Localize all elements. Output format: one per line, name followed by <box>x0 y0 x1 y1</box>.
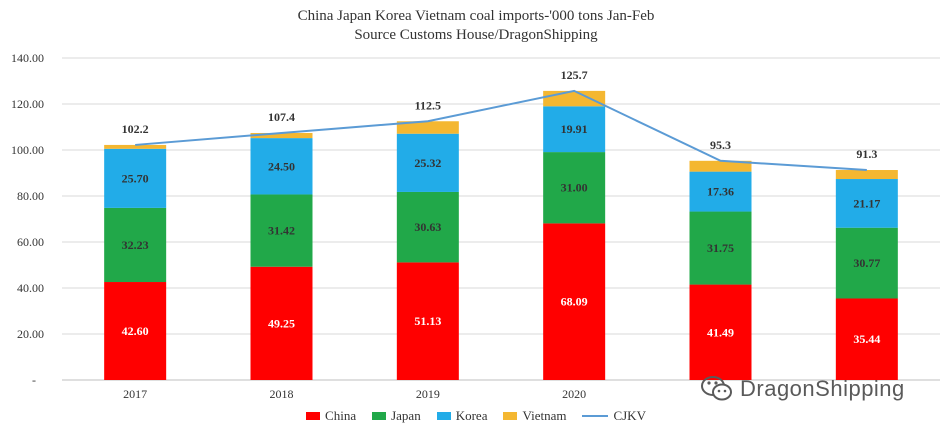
chart-title-line-2: Source Customs House/DragonShipping <box>354 27 598 43</box>
bar-korea <box>689 171 752 212</box>
y-tick-label: 140.00 <box>11 51 44 65</box>
data-label-cjkv: 95.3 <box>710 138 731 152</box>
data-label-cjkv: 107.4 <box>268 110 295 124</box>
data-label-korea: 25.32 <box>414 156 441 170</box>
data-label-japan: 30.77 <box>853 256 880 270</box>
bar-japan <box>543 152 606 224</box>
legend-label: Japan <box>391 408 421 423</box>
legend-label: China <box>325 408 357 423</box>
legend-swatch <box>503 412 518 420</box>
bar-vietnam <box>104 144 167 149</box>
bar-china <box>250 266 313 380</box>
bar-japan <box>835 227 898 299</box>
data-label-korea: 25.70 <box>122 171 149 185</box>
y-tick-label: 20.00 <box>17 327 44 341</box>
bar-vietnam <box>689 160 752 172</box>
bar-china <box>543 223 606 380</box>
legend-item-vietnam: Vietnam <box>503 408 566 424</box>
chart-title-line-1: China Japan Korea Vietnam coal imports-'… <box>297 8 655 24</box>
legend-label: Korea <box>455 408 488 423</box>
bar-korea <box>543 106 606 153</box>
y-tick-label: 120.00 <box>11 97 44 111</box>
legend: China Japan Korea Vietnam CJKV <box>0 408 952 424</box>
x-tick-label: 2018 <box>270 387 294 401</box>
bar-vietnam <box>543 90 606 107</box>
y-tick-label: 80.00 <box>17 189 44 203</box>
legend-item-cjkv: CJKV <box>582 408 646 424</box>
bar-china <box>104 282 167 380</box>
data-label-japan: 31.00 <box>561 181 588 195</box>
bar-japan <box>250 194 313 267</box>
x-tick-label: 2020 <box>562 387 586 401</box>
data-label-japan: 31.42 <box>268 224 295 238</box>
bar-korea <box>250 138 313 195</box>
bar-vietnam <box>835 170 898 180</box>
legend-swatch <box>436 412 451 420</box>
legend-label: CJKV <box>613 408 646 423</box>
data-label-korea: 17.36 <box>707 185 734 199</box>
x-tick-label: 2017 <box>123 387 147 401</box>
bar-vietnam <box>250 132 313 139</box>
line-cjkv <box>135 89 867 172</box>
data-label-china: 42.60 <box>122 324 149 338</box>
data-label-china: 51.13 <box>414 314 441 328</box>
bar-korea <box>835 179 898 228</box>
bar-china <box>835 298 898 380</box>
legend-swatch <box>582 415 609 417</box>
bar-korea <box>396 133 459 192</box>
y-tick-label: 60.00 <box>17 235 44 249</box>
legend-item-korea: Korea <box>436 408 488 424</box>
x-tick-label: 2019 <box>416 387 440 401</box>
y-tick-label: 40.00 <box>17 281 44 295</box>
bar-china <box>689 284 752 380</box>
data-label-japan: 32.23 <box>122 238 149 252</box>
data-label-korea: 21.17 <box>853 196 880 210</box>
data-label-china: 68.09 <box>561 295 588 309</box>
y-tick-label: - <box>32 373 36 387</box>
bar-china <box>396 262 459 380</box>
legend-item-china: China <box>306 408 356 424</box>
watermark: DragonShipping <box>700 372 905 406</box>
data-label-korea: 19.91 <box>561 122 588 136</box>
legend-swatch <box>372 412 387 420</box>
data-label-korea: 24.50 <box>268 159 295 173</box>
data-label-cjkv: 91.3 <box>856 147 877 161</box>
data-label-china: 49.25 <box>268 316 295 330</box>
legend-swatch <box>306 412 321 420</box>
data-label-china: 41.49 <box>707 325 734 339</box>
y-tick-label: 100.00 <box>11 143 44 157</box>
bar-japan <box>396 191 459 263</box>
wechat-icon <box>701 376 732 401</box>
bar-japan <box>104 207 167 283</box>
bar-vietnam <box>396 121 459 134</box>
bar-korea <box>104 148 167 208</box>
data-label-china: 35.44 <box>853 332 880 346</box>
bar-japan <box>689 211 752 285</box>
watermark-text: DragonShipping <box>740 376 905 401</box>
data-label-cjkv: 125.7 <box>561 68 588 82</box>
data-label-cjkv: 102.2 <box>122 122 149 136</box>
legend-label: Vietnam <box>522 408 567 423</box>
legend-item-japan: Japan <box>372 408 421 424</box>
data-label-japan: 30.63 <box>414 220 441 234</box>
data-label-japan: 31.75 <box>707 241 734 255</box>
data-label-cjkv: 112.5 <box>415 98 441 112</box>
